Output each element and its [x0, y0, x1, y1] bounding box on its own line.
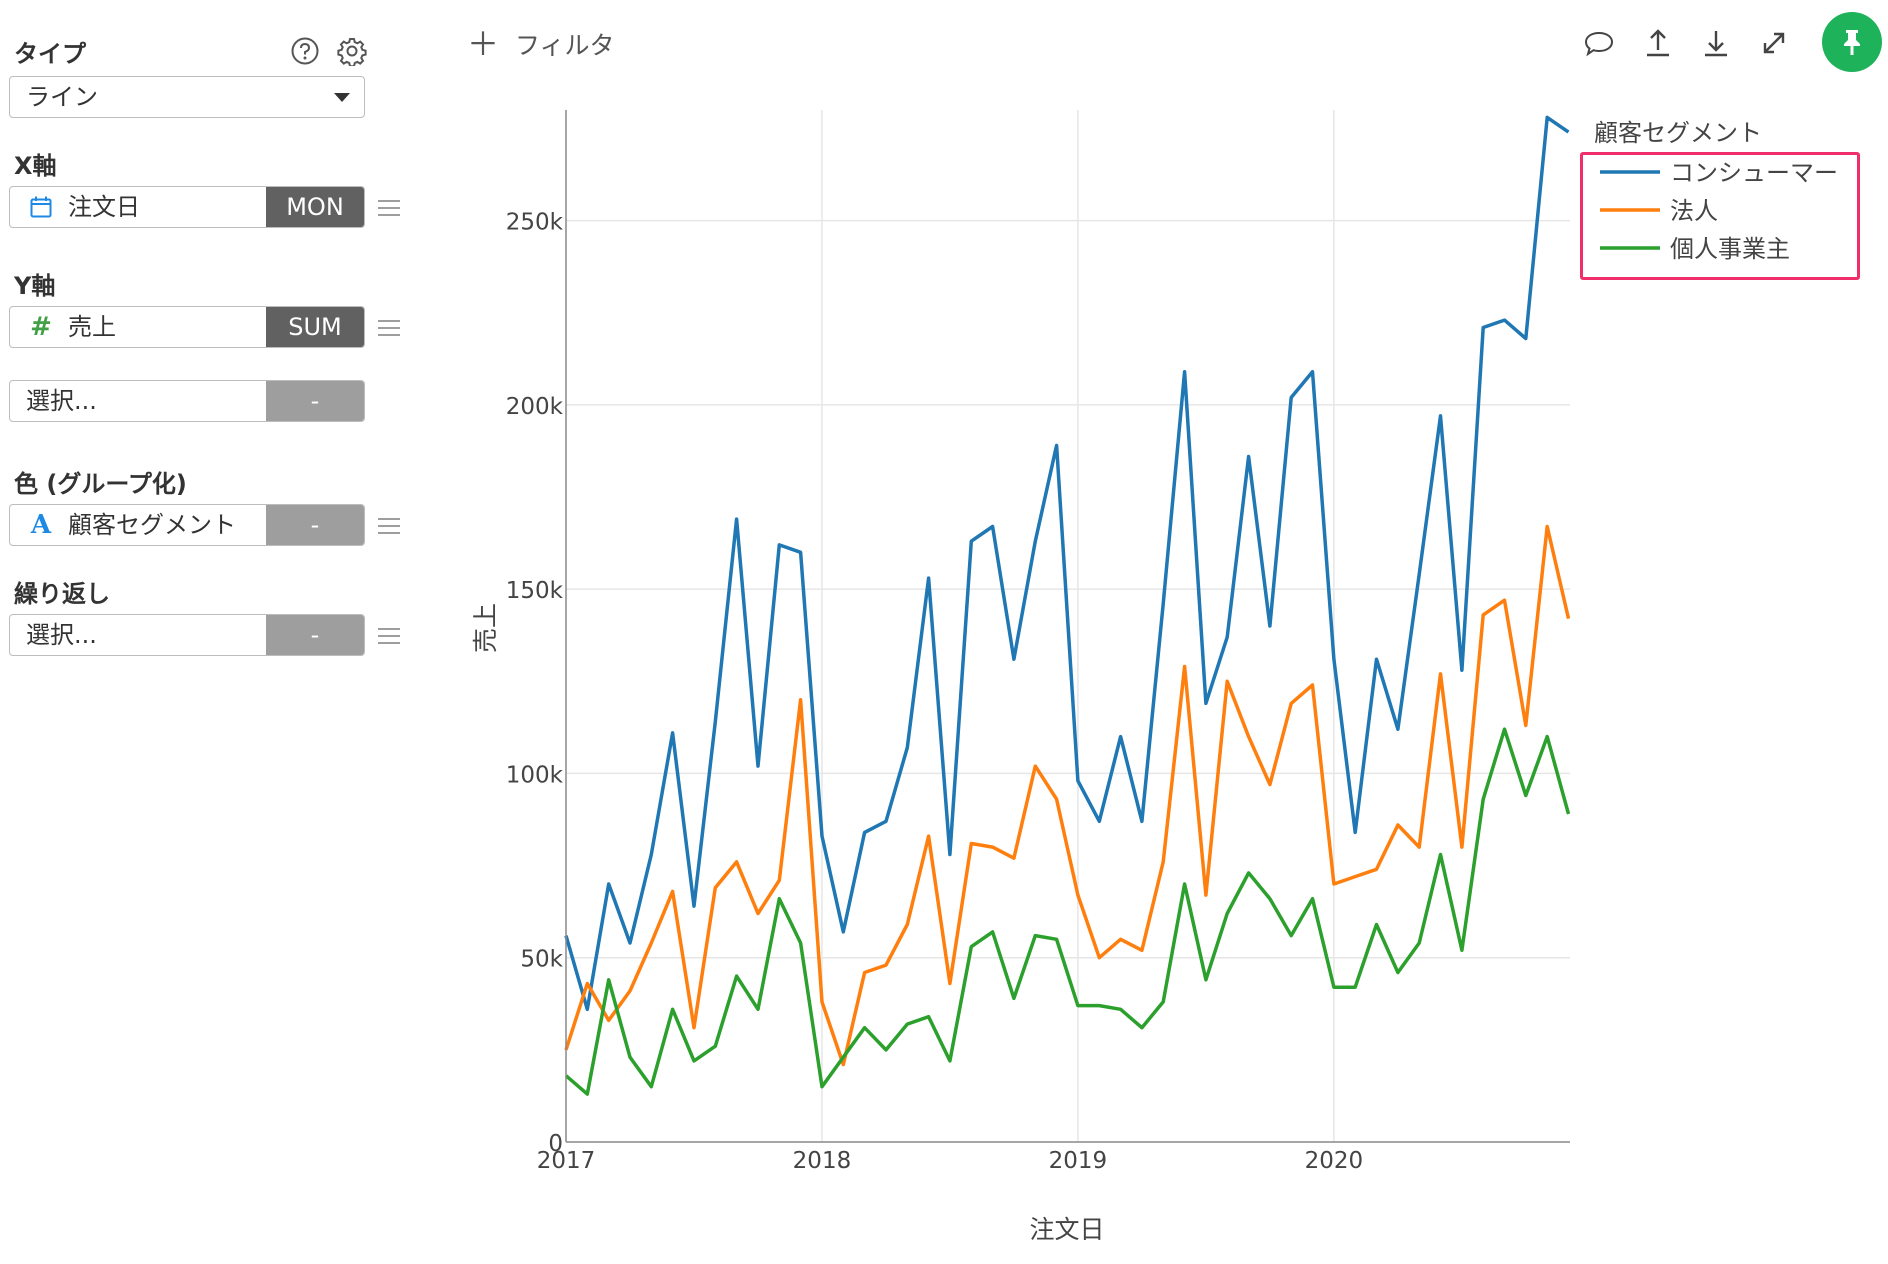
x-axis-label: X軸	[14, 152, 57, 180]
y-tick-label: 200k	[506, 394, 564, 420]
text-type-icon: A	[30, 510, 52, 540]
repeat-label: 繰り返し	[14, 580, 110, 608]
repeat-field[interactable]: 選択... -	[9, 614, 365, 656]
color-field[interactable]: A 顧客セグメント -	[9, 504, 365, 546]
y-tick-label: 100k	[506, 762, 564, 788]
color-aggregation-button[interactable]: -	[266, 505, 364, 545]
axes: 0 50k 100k 150k 200k 250k 2017 2018 2019 2020	[506, 110, 1570, 1174]
expand-icon[interactable]	[1757, 26, 1791, 60]
hamburger-menu-icon[interactable]	[378, 628, 400, 646]
upload-icon[interactable]	[1641, 26, 1675, 60]
y-axis-label: Y軸	[14, 272, 56, 300]
legend-label: コンシューマー	[1670, 159, 1838, 187]
y-axis-field-name: 売上	[68, 313, 116, 341]
x-axis-title: 注文日	[1029, 1215, 1104, 1244]
gridlines	[566, 110, 1570, 1142]
y-aggregation-button[interactable]: SUM	[266, 307, 364, 347]
download-icon[interactable]	[1699, 26, 1733, 60]
y-axis-title: 売上	[471, 603, 500, 653]
x-axis-field[interactable]: 注文日 MON	[9, 186, 365, 228]
pin-icon	[1844, 30, 1860, 55]
comment-icon[interactable]	[1582, 26, 1616, 60]
y2-placeholder: 選択...	[26, 387, 97, 415]
series-line	[564, 727, 1571, 1096]
hamburger-menu-icon[interactable]	[378, 320, 400, 338]
add-filter-button[interactable]: ＋ フィルタ	[467, 24, 615, 64]
x-tick-label: 2018	[793, 1148, 852, 1174]
repeat-aggregation-button[interactable]: -	[266, 615, 364, 655]
gear-icon[interactable]	[337, 36, 367, 70]
color-field-name: 顧客セグメント	[68, 511, 236, 539]
x-aggregation-button[interactable]: MON	[266, 187, 364, 227]
y-axis-field[interactable]: # 売上 SUM	[9, 306, 365, 348]
chart-type-value: ライン	[26, 83, 98, 111]
x-tick-label: 2017	[537, 1148, 596, 1174]
repeat-placeholder: 選択...	[26, 621, 97, 649]
type-label: タイプ	[14, 40, 86, 68]
legend-label: 法人	[1670, 197, 1718, 225]
hamburger-menu-icon[interactable]	[378, 200, 400, 218]
legend-title: 顧客セグメント	[1594, 119, 1762, 147]
y-tick-label: 50k	[520, 947, 563, 973]
hash-icon: #	[30, 312, 52, 342]
y-tick-label: 0	[548, 1131, 563, 1157]
x-tick-label: 2020	[1305, 1148, 1364, 1174]
x-tick-label: 2019	[1049, 1148, 1108, 1174]
series-lines	[564, 115, 1571, 1096]
y2-axis-field[interactable]: 選択... -	[9, 380, 365, 422]
caret-down-icon	[334, 93, 350, 102]
filter-label: フィルタ	[515, 31, 615, 60]
y-tick-label: 150k	[506, 578, 564, 604]
calendar-icon	[28, 187, 54, 227]
chart-type-select[interactable]: ライン	[9, 76, 365, 118]
series-line	[564, 115, 1570, 1012]
y-tick-label: 250k	[506, 210, 564, 236]
help-circle-icon[interactable]	[290, 36, 320, 70]
legend-highlight-box	[1580, 152, 1860, 280]
x-axis-field-name: 注文日	[68, 193, 140, 221]
plus-icon: ＋	[467, 25, 500, 63]
y2-aggregation-button[interactable]: -	[266, 381, 364, 421]
hamburger-menu-icon[interactable]	[378, 518, 400, 536]
pin-button[interactable]	[1822, 12, 1882, 72]
legend-label: 個人事業主	[1670, 235, 1790, 263]
chart-settings-panel: タイプ ライン X軸 注文日 MON Y軸 # 売上 SUM 選択... - 色…	[0, 0, 420, 1264]
color-group-label: 色 (グループ化)	[14, 470, 187, 498]
series-line	[564, 524, 1571, 1067]
